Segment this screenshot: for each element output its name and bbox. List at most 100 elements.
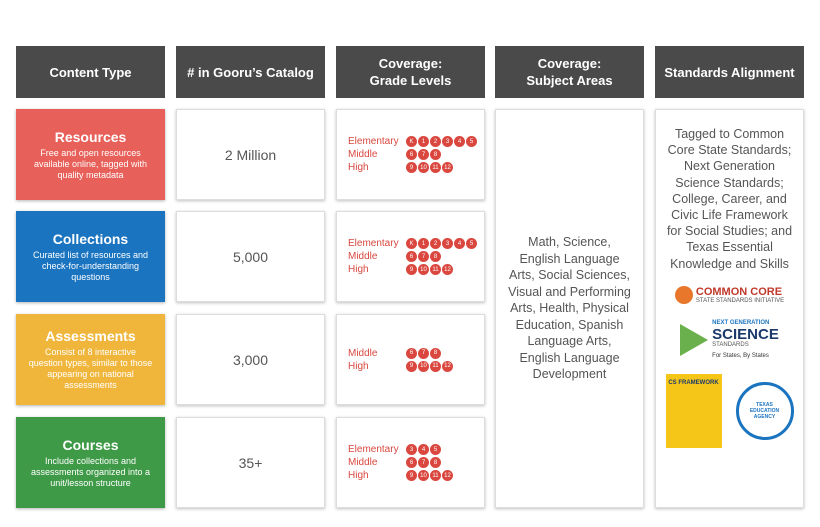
grade-badge: 6 bbox=[406, 457, 417, 468]
grade-level-row: Middle 6 7 8 bbox=[348, 148, 442, 161]
grade-badge: 9 bbox=[406, 162, 417, 173]
grade-level-row: High 9 10 11 12 bbox=[348, 161, 454, 174]
grade-badge: 1 bbox=[418, 238, 429, 249]
grade-badge: 10 bbox=[418, 264, 429, 275]
card-title: Assessments bbox=[45, 328, 136, 344]
column-header: # in Gooru’s Catalog bbox=[176, 46, 325, 98]
card-description: Include collections and assessments orga… bbox=[30, 455, 151, 488]
logo-tag: For States, By States bbox=[712, 352, 769, 359]
grade-badge: 7 bbox=[418, 251, 429, 262]
grade-badge: 6 bbox=[406, 347, 417, 359]
grade-level-row: Middle 6 7 8 bbox=[348, 347, 442, 360]
grade-badge: 7 bbox=[418, 347, 429, 359]
grade-badge: 4 bbox=[454, 238, 465, 249]
grade-cell: Middle 6 7 8 High 9 10 11 12 bbox=[336, 314, 485, 405]
catalog-count: 2 Million bbox=[224, 146, 277, 163]
grade-cell: Elementary 3 4 5 Middle 6 7 8 High 9 10 11 12 bbox=[336, 417, 485, 508]
grade-badge: 5 bbox=[466, 238, 477, 249]
grade-badge: 6 bbox=[406, 251, 417, 262]
grade-badge: 10 bbox=[418, 470, 429, 481]
grade-level-label: Elementary bbox=[348, 136, 399, 147]
logo-title: COMMON CORE bbox=[695, 285, 783, 298]
grade-level-label: Elementary bbox=[348, 444, 399, 455]
grade-level-label: Middle bbox=[348, 347, 378, 359]
column-header: Coverage: Subject Areas bbox=[495, 46, 644, 98]
grade-badge: K bbox=[406, 238, 417, 249]
grade-badge: 9 bbox=[406, 360, 417, 372]
grade-level-label: Middle bbox=[348, 251, 378, 262]
grade-badge: 9 bbox=[406, 470, 417, 481]
grade-badge: 6 bbox=[406, 149, 417, 160]
grade-badge: 2 bbox=[430, 136, 441, 147]
card-description: Free and open resources available online… bbox=[33, 147, 148, 180]
grade-badge: 2 bbox=[430, 238, 441, 249]
content-type-card: Resources Free and open resources availab… bbox=[16, 109, 165, 200]
logo-mark bbox=[674, 285, 693, 304]
column-header: Standards Alignment bbox=[655, 46, 804, 98]
logo-subtitle: STATE STANDARDS INITIATIVE bbox=[695, 297, 785, 304]
grade-cell: Elementary K 1 2 3 4 5 Middle 6 7 8 High 9 10 11 12 bbox=[336, 211, 485, 302]
grade-badge: 8 bbox=[430, 347, 441, 359]
grade-level-label: High bbox=[348, 162, 369, 173]
card-title: Resources bbox=[54, 128, 127, 145]
grade-badge: 11 bbox=[430, 360, 441, 372]
grade-level-row: High 9 10 11 12 bbox=[348, 360, 454, 373]
catalog-cell: 5,000 bbox=[176, 211, 325, 302]
logo-subtitle: STANDARDS bbox=[712, 341, 749, 348]
grade-badge: 5 bbox=[430, 444, 441, 455]
grade-badge: 4 bbox=[454, 136, 465, 147]
grade-badge: 9 bbox=[406, 264, 417, 275]
grade-badge: 11 bbox=[430, 264, 441, 275]
logo-mark bbox=[680, 323, 709, 356]
grade-badge: 3 bbox=[406, 444, 417, 455]
standards-cell: Tagged to Common Core State Standards; N… bbox=[655, 109, 804, 508]
grade-badge: 7 bbox=[418, 457, 429, 468]
subject-areas: Math, Science, English Language Arts, So… bbox=[508, 235, 631, 382]
logo-top: NEXT GENERATION bbox=[712, 319, 770, 326]
logo-row: CS FRAMEWORK TEXAS EDUCATION AGENCY bbox=[665, 373, 794, 448]
catalog-count: 35+ bbox=[238, 454, 263, 471]
catalog-cell: 3,000 bbox=[176, 314, 325, 405]
grade-level-label: Middle bbox=[348, 457, 378, 468]
grade-level-label: High bbox=[348, 470, 369, 481]
grade-badge: 8 bbox=[430, 251, 441, 262]
grade-level-label: Middle bbox=[348, 149, 378, 160]
catalog-count: 3,000 bbox=[232, 351, 269, 368]
subject-cell: Math, Science, English Language Arts, So… bbox=[495, 109, 644, 508]
grade-badge: 8 bbox=[430, 149, 441, 160]
grade-badge: 12 bbox=[442, 162, 453, 173]
card-description: Consist of 8 interactive question types,… bbox=[28, 347, 153, 390]
card-title: Collections bbox=[52, 230, 129, 247]
content-type-card: Collections Curated list of resources and… bbox=[16, 211, 165, 302]
grade-badge: 8 bbox=[430, 457, 441, 468]
grade-badge: 11 bbox=[430, 162, 441, 173]
common-core-logo: COMMON CORE STATE STANDARDS INITIATIVE bbox=[674, 285, 784, 304]
grade-level-label: Elementary bbox=[348, 238, 399, 249]
grade-badge: 12 bbox=[442, 360, 453, 372]
grade-level-row: Middle 6 7 8 bbox=[348, 250, 442, 263]
grade-badge: 5 bbox=[466, 136, 477, 147]
grade-badge: 11 bbox=[430, 470, 441, 481]
logo-title: SCIENCE bbox=[712, 325, 779, 343]
grade-badge: 7 bbox=[418, 149, 429, 160]
logo-text: COMMON CORE STATE STANDARDS INITIATIVE bbox=[696, 286, 784, 304]
column-header: Content Type bbox=[16, 46, 165, 98]
grade-level-row: Elementary 3 4 5 bbox=[348, 443, 442, 456]
grade-badge: 10 bbox=[418, 162, 429, 173]
grade-level-row: Elementary K 1 2 3 4 5 bbox=[348, 237, 478, 250]
grade-level-row: High 9 10 11 12 bbox=[348, 263, 454, 276]
grade-badge: 10 bbox=[418, 360, 429, 372]
seal-text: TEXAS EDUCATION AGENCY bbox=[749, 401, 780, 420]
grade-badge: 3 bbox=[442, 238, 453, 249]
catalog-cell: 2 Million bbox=[176, 109, 325, 200]
grade-level-row: Elementary K 1 2 3 4 5 bbox=[348, 135, 478, 148]
content-type-card: Courses Include collections and assessmen… bbox=[16, 417, 165, 508]
grade-badge: 1 bbox=[418, 136, 429, 147]
ngss-logo: NEXT GENERATION SCIENCE STANDARDS For State… bbox=[680, 318, 779, 362]
grade-level-row: Middle 6 7 8 bbox=[348, 456, 442, 469]
grade-badge: K bbox=[406, 136, 417, 147]
catalog-cell: 35+ bbox=[176, 417, 325, 508]
logo-text: NEXT GENERATION SCIENCE STANDARDS For State… bbox=[712, 318, 779, 362]
grade-badge: 3 bbox=[442, 136, 453, 147]
